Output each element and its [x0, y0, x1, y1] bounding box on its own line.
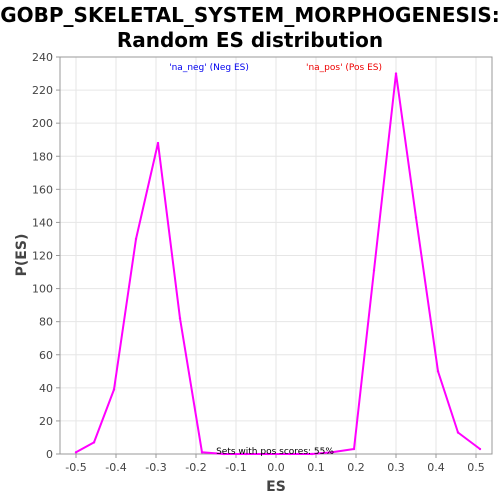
x-tick-label: -0.4	[105, 461, 126, 474]
data-point	[178, 317, 182, 320]
x-ticks: -0.5 -0.4 -0.3 -0.2 -0.1 0.0 0.1 0.2 0.3 0.4 0.5	[65, 454, 485, 474]
data-point	[352, 447, 356, 451]
data-point	[200, 451, 204, 454]
grid-lines	[60, 56, 492, 455]
y-tick-label: 160	[32, 183, 53, 196]
y-tick-label: 180	[32, 150, 53, 163]
x-tick-label: -0.5	[65, 461, 86, 474]
y-axis-label: P(ES)	[14, 234, 30, 277]
x-tick-label: -0.3	[145, 461, 166, 474]
data-point	[74, 451, 78, 454]
y-tick-label: 200	[32, 117, 53, 130]
legend-pos-es: 'na_pos' (Pos ES)	[306, 63, 382, 73]
y-tick-label: 120	[32, 250, 53, 263]
data-point	[92, 441, 96, 444]
chart-title-line-1: GOBP_SKELETAL_SYSTEM_MORPHOGENESIS:	[0, 3, 500, 27]
series-layer	[74, 72, 482, 456]
y-tick-label: 80	[39, 316, 53, 329]
y-tick-label: 40	[39, 382, 53, 395]
x-tick-label: 0.0	[267, 461, 285, 474]
y-tick-label: 0	[46, 448, 53, 461]
data-point	[372, 269, 376, 272]
x-tick-label: -0.2	[185, 461, 206, 474]
y-tick-label: 100	[32, 283, 53, 296]
data-point	[414, 216, 418, 219]
data-point	[436, 370, 440, 373]
x-tick-label: 0.5	[467, 461, 485, 474]
x-axis-label: ES	[266, 479, 286, 495]
x-tick-label: 0.3	[387, 461, 405, 474]
legend-neg-es: 'na_neg' (Neg ES)	[169, 63, 249, 73]
chart-title-line-2: Random ES distribution	[116, 28, 384, 52]
data-point	[266, 452, 270, 456]
data-point	[112, 388, 116, 391]
y-tick-label: 220	[32, 84, 53, 97]
data-point	[134, 237, 138, 241]
data-point	[456, 431, 460, 434]
x-tick-label: 0.4	[427, 461, 445, 474]
x-tick-label: -0.1	[225, 461, 246, 474]
y-tick-label: 20	[39, 415, 53, 428]
y-tick-label: 240	[32, 51, 53, 64]
pos-scores-annotation: Sets with pos scores: 55%	[216, 447, 334, 457]
data-point	[244, 452, 248, 456]
data-point	[478, 447, 482, 451]
data-point	[222, 452, 226, 456]
data-point	[394, 72, 398, 75]
series-line	[75, 72, 481, 455]
data-point	[288, 452, 292, 456]
y-ticks: 0 20 40 60 80 100 120 140 160 180 200 220 240	[32, 51, 60, 461]
data-point	[330, 451, 334, 454]
y-tick-label: 140	[32, 216, 53, 229]
data-point	[310, 452, 314, 456]
x-tick-label: 0.2	[347, 461, 365, 474]
data-point	[156, 141, 160, 145]
x-tick-label: 0.1	[307, 461, 325, 474]
y-tick-label: 60	[39, 349, 53, 362]
